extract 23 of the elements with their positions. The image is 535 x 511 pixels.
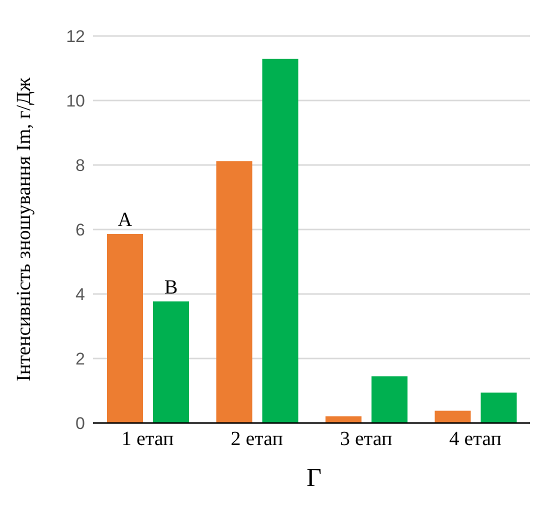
bar <box>153 301 189 423</box>
y-tick-label: 12 <box>66 27 85 46</box>
series-label: A <box>118 209 133 232</box>
y-tick-label: 0 <box>76 414 85 434</box>
y-tick-label: 2 <box>76 350 85 369</box>
bar <box>107 234 143 423</box>
y-tick-label: 4 <box>76 285 85 304</box>
text: Г <box>305 463 323 493</box>
x-tick-label: 2 етап <box>230 428 284 450</box>
y-tick-label: 10 <box>66 92 85 111</box>
bar <box>434 410 471 423</box>
bar <box>216 161 252 423</box>
y-tick-label: 6 <box>76 220 85 240</box>
series-label: B <box>164 276 178 298</box>
x-tick-label: 3 етап <box>340 428 393 450</box>
y-tick-label: 8 <box>76 156 85 176</box>
bar <box>480 392 517 423</box>
bar <box>262 58 298 423</box>
x-tick-label: 1 етап <box>122 428 174 450</box>
y-axis-title: Інтенсивність зношування Im, г/Дж <box>13 77 36 382</box>
bar <box>326 416 362 423</box>
bar <box>372 376 408 423</box>
x-tick-label: 4 етап <box>449 428 502 450</box>
